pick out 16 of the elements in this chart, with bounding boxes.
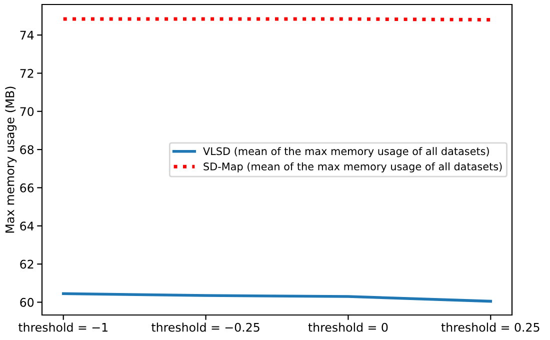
y-axis-title: Max memory usage (MB) <box>5 86 17 233</box>
x-tick-label: threshold = −1 <box>18 322 108 332</box>
y-tick-label: 62 <box>20 260 34 269</box>
y-tick-label: 66 <box>20 183 34 192</box>
legend-label: VLSD (mean of the max memory usage of all datasets) <box>203 147 489 158</box>
y-tick-label: 68 <box>20 145 34 154</box>
y-tick-label: 64 <box>20 222 34 231</box>
line-series <box>62 292 492 303</box>
y-tick-label: 60 <box>20 298 34 307</box>
x-tick-label: threshold = −0.25 <box>152 322 260 332</box>
y-tick-label: 70 <box>20 107 34 116</box>
y-tick-label: 72 <box>20 68 34 78</box>
x-tick-label: threshold = 0.25 <box>441 322 540 332</box>
y-tick-label: 74 <box>20 30 34 40</box>
x-tick-label: threshold = 0 <box>308 322 388 332</box>
legend-label: SD-Map (mean of the max memory usage of all datasets) <box>204 162 502 172</box>
